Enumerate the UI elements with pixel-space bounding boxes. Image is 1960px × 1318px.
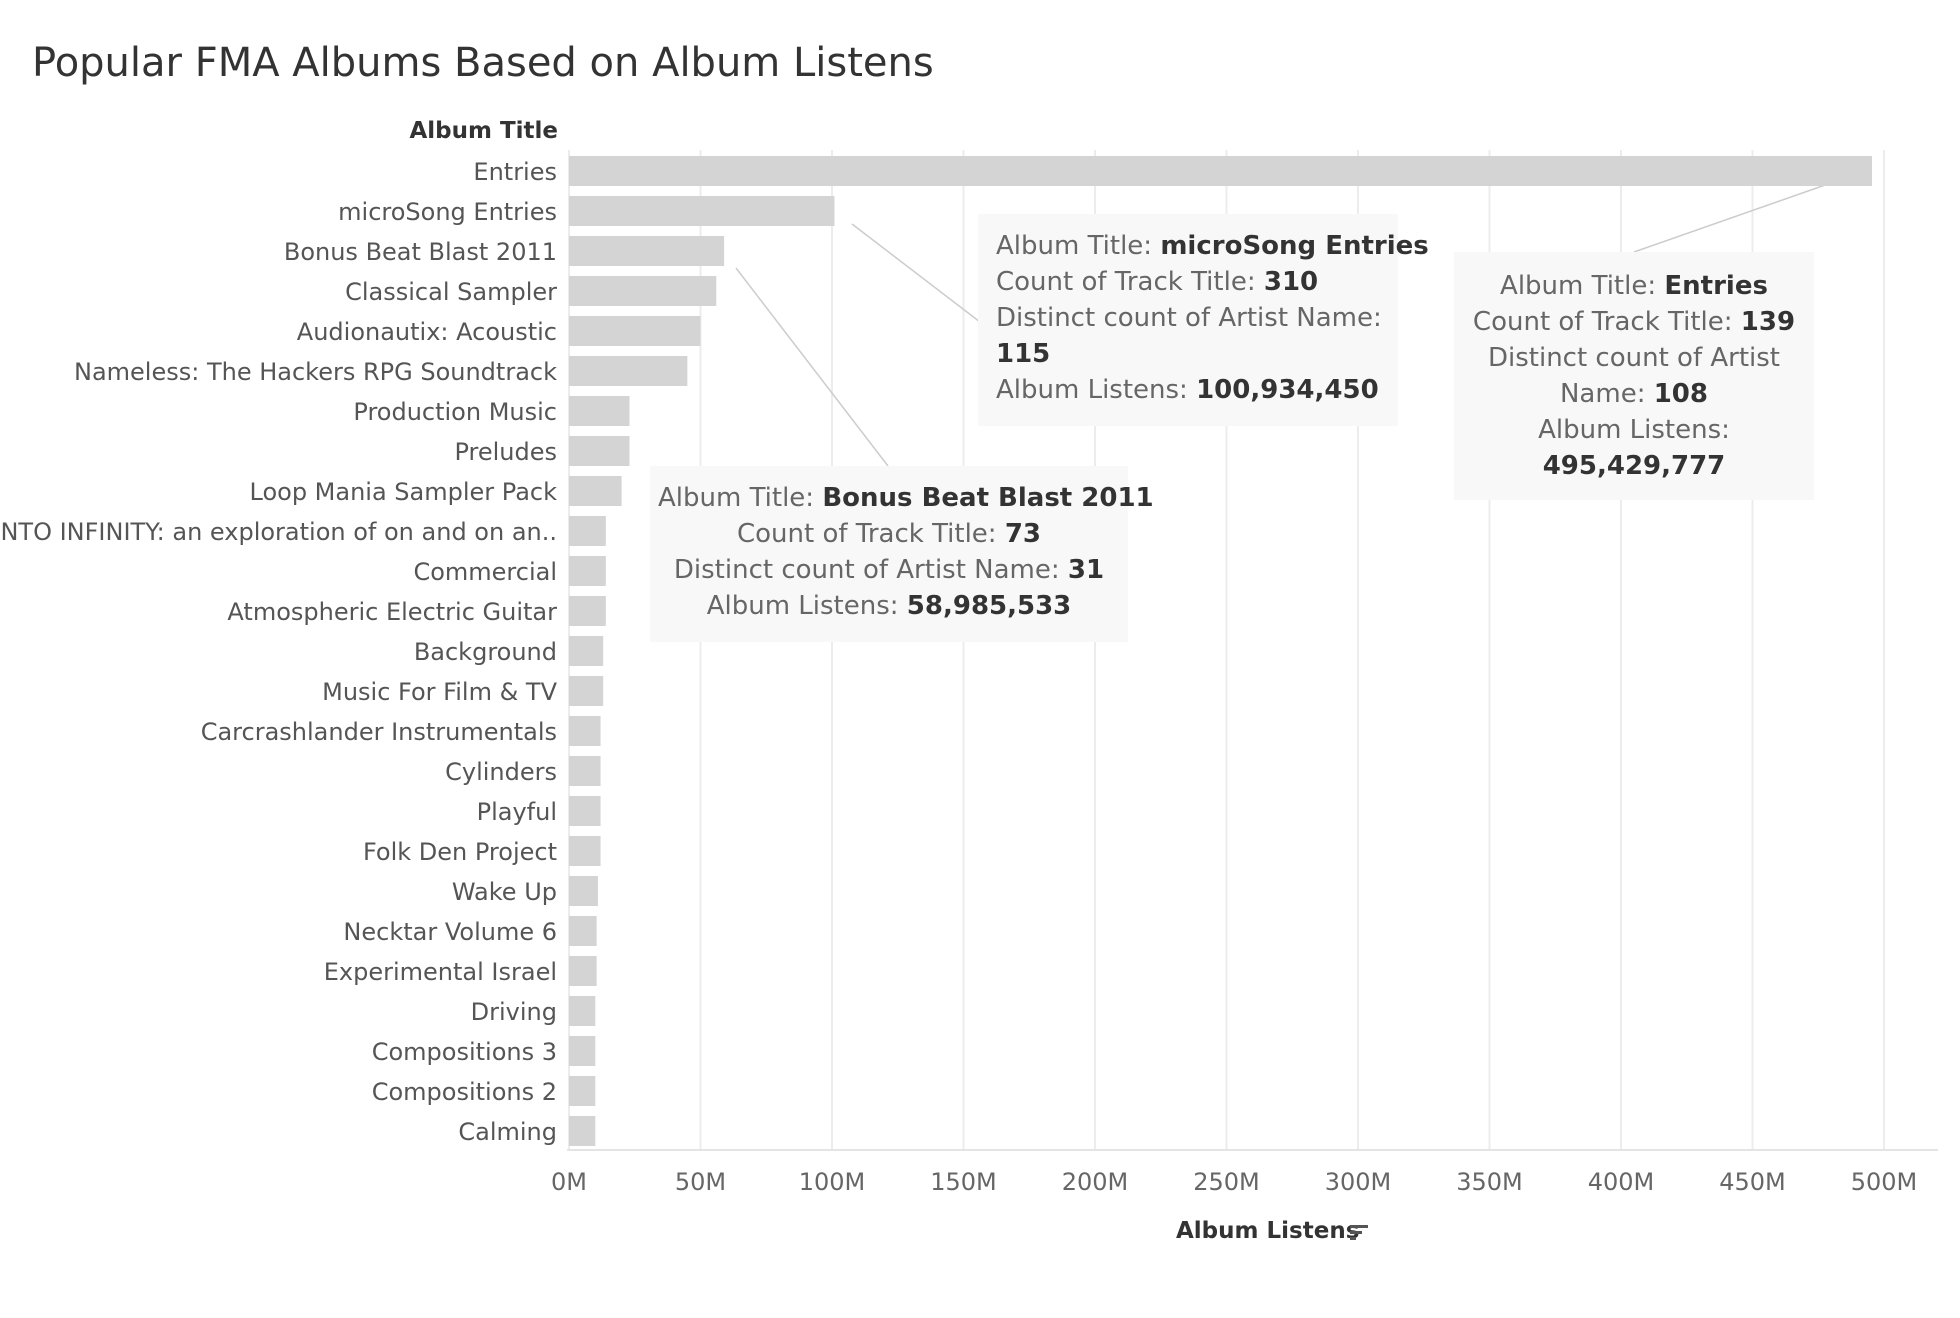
- category-label: Entries: [473, 158, 557, 186]
- bar[interactable]: [569, 196, 835, 226]
- category-label: Calming: [458, 1118, 557, 1146]
- bar[interactable]: [569, 1076, 596, 1106]
- category-label: microSong Entries: [338, 198, 557, 226]
- x-axis-title: Album Listens: [1176, 1218, 1360, 1244]
- x-tick-label: 150M: [930, 1168, 997, 1196]
- annot-label: Name:: [1559, 379, 1646, 409]
- category-label: Atmospheric Electric Guitar: [227, 598, 557, 626]
- chart-title: Popular FMA Albums Based on Album Listen…: [32, 40, 934, 86]
- category-label: Background: [414, 638, 557, 666]
- bar[interactable]: [569, 276, 717, 306]
- bar[interactable]: [569, 516, 606, 546]
- bar[interactable]: [569, 316, 701, 346]
- annot-label: Album Title:: [1500, 271, 1657, 301]
- annot-label: Album Title:: [996, 231, 1153, 261]
- category-label: Folk Den Project: [363, 838, 557, 866]
- annotation-microsong-entries: Album Title: microSong Entries Count of …: [978, 214, 1429, 426]
- category-label: Experimental Israel: [324, 958, 557, 986]
- bar[interactable]: [569, 396, 630, 426]
- annotation-entries: Album Title: Entries Count of Track Titl…: [1454, 252, 1814, 500]
- x-tick-label: 200M: [1062, 1168, 1129, 1196]
- x-tick-label: 250M: [1193, 1168, 1260, 1196]
- bar[interactable]: [569, 556, 606, 586]
- bar[interactable]: [569, 156, 1872, 186]
- bar[interactable]: [569, 636, 604, 666]
- annot-label: Distinct count of Artist Name:: [996, 303, 1382, 333]
- x-tick-label: 0M: [551, 1168, 587, 1196]
- category-label: Commercial: [413, 558, 557, 586]
- annotation-bonus-beat-blast: Album Title: Bonus Beat Blast 2011 Count…: [650, 466, 1154, 642]
- annot-value: 100,934,450: [1196, 375, 1379, 405]
- category-label: Classical Sampler: [345, 278, 557, 306]
- annot-value: 73: [1004, 519, 1042, 549]
- annot-label: Count of Track Title:: [996, 267, 1256, 297]
- annot-label: Album Listens:: [996, 375, 1188, 405]
- category-label: Cylinders: [445, 758, 557, 786]
- sort-descending-icon[interactable]: [1348, 1222, 1370, 1244]
- category-label: Compositions 3: [372, 1038, 557, 1066]
- x-tick-label: 100M: [799, 1168, 866, 1196]
- annot-value: 310: [1263, 267, 1319, 297]
- annotation-leader-bonus-beat: [735, 267, 889, 467]
- category-label: Wake Up: [452, 878, 557, 906]
- category-label: Production Music: [353, 398, 557, 426]
- x-tick-label: 300M: [1325, 1168, 1392, 1196]
- category-label: Audionautix: Acoustic: [297, 318, 557, 346]
- annot-label: Count of Track Title:: [1472, 307, 1733, 337]
- bar[interactable]: [569, 1036, 596, 1066]
- annot-label: Album Listens:: [1538, 415, 1730, 445]
- annot-value: 58,985,533: [906, 591, 1072, 621]
- annot-value: Entries: [1664, 271, 1768, 301]
- annot-label: Album Title:: [658, 483, 815, 513]
- bar[interactable]: [569, 596, 606, 626]
- annot-value: 108: [1653, 379, 1708, 409]
- x-tick-label: 350M: [1456, 1168, 1523, 1196]
- annot-label: Album Listens:: [706, 591, 899, 621]
- category-label: Playful: [477, 798, 557, 826]
- category-label: Music For Film & TV: [322, 678, 557, 706]
- annot-value: microSong Entries: [1160, 231, 1429, 261]
- x-tick-label: 50M: [675, 1168, 726, 1196]
- bar[interactable]: [569, 756, 601, 786]
- category-label: Loop Mania Sampler Pack: [250, 478, 558, 506]
- annot-value: 31: [1067, 555, 1105, 585]
- bar[interactable]: [569, 436, 630, 466]
- x-tick-label: 500M: [1851, 1168, 1918, 1196]
- category-label: Compositions 2: [372, 1078, 557, 1106]
- annot-label: Distinct count of Artist Name:: [673, 555, 1060, 585]
- annot-value: 115: [996, 339, 1051, 369]
- bar[interactable]: [569, 956, 597, 986]
- bar[interactable]: [569, 236, 725, 266]
- annotation-leader-microsong: [851, 223, 981, 323]
- category-label: INTO INFINITY: an exploration of on and …: [0, 518, 557, 546]
- category-label: Bonus Beat Blast 2011: [284, 238, 557, 266]
- bar[interactable]: [569, 996, 596, 1026]
- bar[interactable]: [569, 836, 601, 866]
- bar[interactable]: [569, 476, 622, 506]
- x-tick-label: 450M: [1719, 1168, 1786, 1196]
- annot-label: Count of Track Title:: [736, 519, 997, 549]
- bar[interactable]: [569, 716, 601, 746]
- category-label: Nameless: The Hackers RPG Soundtrack: [74, 358, 557, 386]
- bar[interactable]: [569, 876, 598, 906]
- annotation-leader-entries: [1633, 183, 1829, 253]
- category-label: Necktar Volume 6: [343, 918, 557, 946]
- bar[interactable]: [569, 1116, 596, 1146]
- annot-label: Distinct count of Artist: [1487, 343, 1781, 373]
- bar[interactable]: [569, 356, 688, 386]
- bar[interactable]: [569, 676, 604, 706]
- annot-value: 495,429,777: [1542, 451, 1726, 481]
- category-label: Preludes: [454, 438, 557, 466]
- x-tick-label: 400M: [1588, 1168, 1655, 1196]
- category-label: Carcrashlander Instrumentals: [201, 718, 557, 746]
- category-label: Driving: [471, 998, 557, 1026]
- bar[interactable]: [569, 916, 597, 946]
- annot-value: Bonus Beat Blast 2011: [822, 483, 1154, 513]
- y-axis-header: Album Title: [409, 118, 558, 144]
- annot-value: 139: [1740, 307, 1796, 337]
- bar[interactable]: [569, 796, 601, 826]
